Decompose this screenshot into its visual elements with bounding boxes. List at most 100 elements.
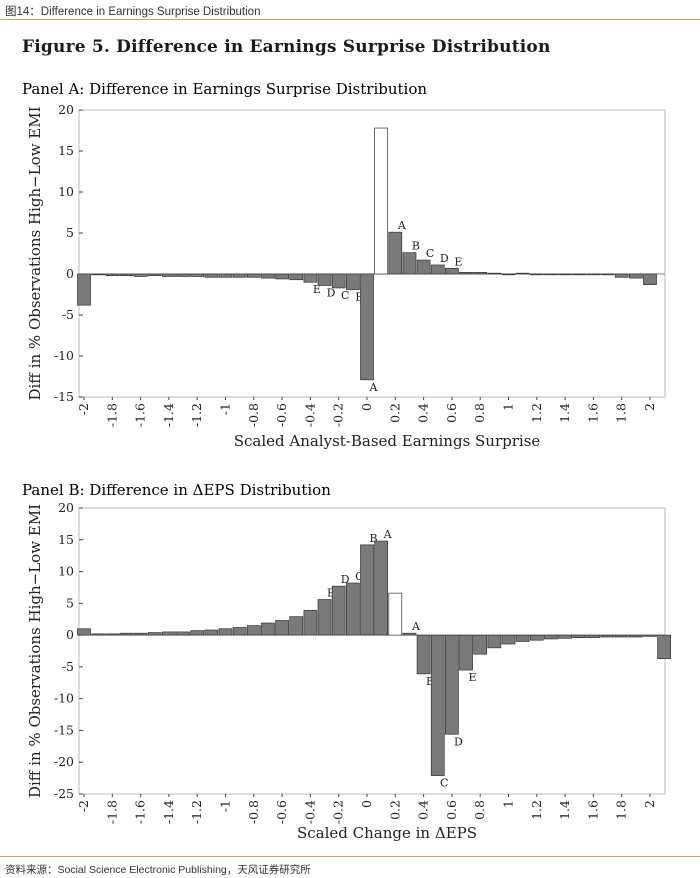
x-tick-label: 0: [359, 800, 374, 808]
bar: [162, 631, 176, 636]
x-tick-label: 1: [501, 800, 516, 808]
bar-label: D: [440, 252, 449, 265]
x-tick-label: -1.8: [104, 800, 119, 824]
x-tick-label: -2: [76, 800, 91, 812]
bar: [416, 259, 431, 275]
bar: [388, 231, 403, 275]
y-tick-label: -5: [62, 307, 74, 322]
x-tick-label: -0.8: [246, 403, 261, 427]
bar: [473, 634, 488, 655]
bar: [515, 272, 530, 275]
bar: [459, 634, 473, 671]
bar: [360, 544, 374, 636]
x-tick-label: 1.8: [614, 800, 629, 820]
source-footer: 资料来源：Social Science Electronic Publishin…: [0, 856, 700, 878]
bar: [275, 620, 289, 636]
bar: [643, 634, 657, 637]
bar-label: B: [412, 240, 420, 253]
bar: [572, 273, 587, 276]
bar: [331, 585, 346, 636]
bar: [402, 632, 417, 636]
x-tick-label: 1.6: [585, 800, 600, 820]
x-tick-label: -1.4: [161, 800, 176, 824]
bar: [643, 273, 657, 286]
x-tick-label: 0.6: [444, 403, 459, 423]
x-tick-label: -0.8: [246, 800, 261, 824]
bar: [91, 273, 106, 276]
bar-label: E: [469, 671, 477, 684]
y-tick-label: -10: [54, 691, 74, 706]
bar: [190, 630, 205, 636]
bar: [445, 267, 459, 275]
x-tick-label: -0.6: [274, 403, 289, 427]
bar: [119, 273, 134, 276]
bar: [232, 627, 247, 636]
x-tick-label: 1.6: [585, 403, 600, 423]
y-tick-label: 20: [58, 102, 74, 117]
x-tick-label: 1.8: [614, 403, 629, 423]
bar-label: D: [327, 286, 336, 299]
bar: [558, 273, 572, 276]
bar: [275, 273, 289, 280]
y-tick-label: 10: [58, 564, 74, 579]
x-tick-label: 0.8: [472, 800, 487, 820]
panel-a-chart: Panel A: Difference in Earnings Surprise…: [22, 80, 666, 450]
bar: [459, 272, 473, 275]
x-tick-label: -1.6: [133, 800, 148, 824]
bar: [176, 631, 190, 636]
y-tick-label: -10: [54, 348, 74, 363]
x-tick-label: 2: [642, 800, 657, 808]
x-tick-label: 0.2: [387, 403, 402, 423]
bar: [261, 622, 275, 636]
bar: [147, 632, 162, 636]
bar: [600, 273, 615, 276]
y-tick-label: 15: [58, 143, 74, 158]
bar: [445, 634, 459, 735]
bar: [600, 634, 615, 638]
bar: [218, 628, 233, 636]
bar: [246, 273, 261, 278]
y-tick-label: 0: [66, 627, 74, 642]
bar: [529, 273, 544, 276]
x-tick-label: 1.2: [529, 403, 544, 423]
x-tick-label: -0.2: [331, 800, 346, 824]
bar: [345, 582, 360, 636]
y-tick-label: 10: [58, 184, 74, 199]
panel-title: Panel B: Difference in ΔEPS Distribution: [22, 481, 331, 499]
bar-label: C: [341, 289, 349, 302]
bar: [360, 273, 374, 381]
bar: [586, 273, 601, 276]
bar: [289, 616, 304, 636]
bar: [147, 273, 162, 276]
bar: [657, 634, 672, 659]
bar: [218, 273, 233, 278]
bar: [204, 273, 219, 278]
bar: [558, 634, 572, 639]
y-tick-label: 0: [66, 266, 74, 281]
x-tick-label: 0.4: [416, 403, 431, 423]
y-axis-title: Diff in % Observations High−Low EMI: [26, 504, 44, 798]
figure-title: Figure 5. Difference in Earnings Surpris…: [22, 37, 551, 57]
bar: [105, 633, 120, 636]
bar: [501, 634, 516, 645]
bar: [105, 273, 120, 276]
bar-label: E: [313, 283, 321, 296]
bar-hollow: [388, 592, 403, 636]
bar: [119, 632, 134, 636]
bar: [133, 273, 148, 277]
bar: [487, 634, 502, 649]
bar: [204, 629, 219, 636]
bar: [473, 272, 488, 275]
x-axis-title: Scaled Change in ΔEPS: [297, 824, 477, 842]
bar: [430, 634, 445, 776]
x-tick-label: -1.6: [133, 403, 148, 427]
x-tick-label: 1.4: [557, 800, 572, 820]
bar: [77, 628, 91, 636]
x-tick-label: 0.4: [416, 800, 431, 820]
bar-label: A: [411, 620, 421, 633]
x-tick-label: -1.2: [189, 403, 204, 427]
bar: [529, 634, 544, 641]
x-tick-label: -1.2: [189, 800, 204, 824]
x-tick-label: -0.4: [302, 800, 317, 824]
plot-frame: [78, 109, 666, 398]
